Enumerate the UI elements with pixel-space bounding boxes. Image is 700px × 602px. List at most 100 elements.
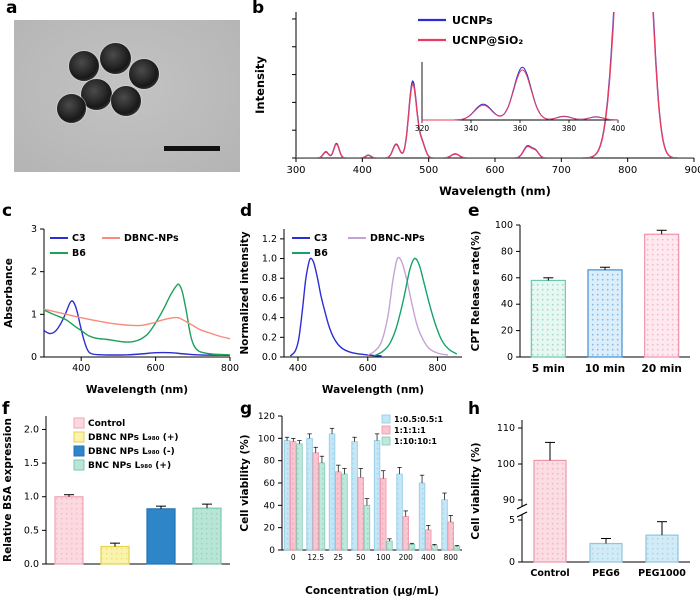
series-DBNC-NPs xyxy=(367,256,449,356)
legend-swatch xyxy=(73,417,85,429)
bar-20 min xyxy=(644,233,680,358)
chart-cpt-release: 0 20 40 60 80 100 CPT Release rate(%) 5 min 10 m… xyxy=(470,220,690,375)
bar xyxy=(402,516,409,551)
y-tick-label: 1.5 xyxy=(24,458,39,469)
panel-label-b: b xyxy=(252,0,265,18)
bar xyxy=(380,478,387,551)
y-tick-label: 40 xyxy=(501,299,513,310)
nanoparticle xyxy=(129,59,159,89)
x-tick-label: 600 xyxy=(147,363,165,374)
legend-swatch xyxy=(73,459,85,471)
inset-tick-label: 400 xyxy=(611,124,626,133)
legend-label: UCNP@SiO₂ xyxy=(452,34,523,47)
y-tick-label: 5 xyxy=(509,515,515,526)
bar xyxy=(341,473,348,551)
legend-label: UCNPs xyxy=(452,14,493,27)
legend-swatch xyxy=(381,425,391,435)
y-tick-label: 1.2 xyxy=(262,234,277,245)
category-label: PEG6 xyxy=(592,568,620,579)
y-tick-label: 0.6 xyxy=(262,293,277,304)
y-tick-label: 20 xyxy=(501,326,513,337)
bar xyxy=(328,433,336,551)
legend-swatch xyxy=(381,436,391,446)
bar-Control xyxy=(54,496,84,565)
legend-label: Control xyxy=(88,419,125,429)
chart-cell-viability-peg: 0 5 90 100 110 Cell viability (%) Control PEG6 P… xyxy=(470,420,690,579)
axis-break-mark xyxy=(516,511,528,518)
bar xyxy=(363,504,371,551)
panel-label-f: f xyxy=(2,399,10,419)
y-axis-title: Cell viability (%) xyxy=(239,434,251,531)
bar xyxy=(283,440,291,551)
y-tick-label: 100 xyxy=(495,220,513,231)
y-tick-label: 0 xyxy=(31,352,37,363)
x-tick-label: 800 xyxy=(221,363,239,374)
bar xyxy=(431,545,438,551)
legend-label: 1:1:1:1 xyxy=(394,426,426,435)
bar xyxy=(318,462,326,551)
inset-tick-label: 360 xyxy=(513,124,528,133)
nanoparticle xyxy=(80,78,112,110)
legend-label: B6 xyxy=(314,248,328,259)
category-label: 0 xyxy=(291,553,296,562)
category-label: 5 min xyxy=(532,363,565,375)
category-label: 200 xyxy=(399,553,414,562)
legend-label: DBNC-NPs xyxy=(124,233,179,244)
legend-label: B6 xyxy=(72,248,86,259)
panel-label-g: g xyxy=(240,399,253,419)
category-label: 25 xyxy=(333,553,343,562)
bar xyxy=(357,477,364,551)
legend-swatch xyxy=(381,414,391,424)
panel-label-a: a xyxy=(6,0,18,18)
legend-label: DBNC NPs L₉₈₀ (+) xyxy=(88,433,179,443)
x-axis-title: Wavelength (nm) xyxy=(322,384,424,396)
series-DBNC-NPs xyxy=(43,308,231,340)
tem-image xyxy=(14,20,240,172)
bar xyxy=(386,540,393,551)
y-tick-label: 100 xyxy=(258,434,275,444)
y-tick-label: 40 xyxy=(264,501,276,511)
panel-label-d: d xyxy=(240,201,253,221)
x-tick-label: 400 xyxy=(289,363,307,374)
x-tick-label: 500 xyxy=(419,165,438,176)
bar-DBNC NPs L₉₈₀ (-) xyxy=(146,508,176,565)
inset-series xyxy=(422,66,619,121)
legend-label: 1:0.5:0.5:1 xyxy=(394,415,444,424)
inset-series xyxy=(422,69,619,121)
scale-bar xyxy=(164,146,220,151)
bar-Control xyxy=(533,459,567,563)
y-tick-label: 0.4 xyxy=(262,313,277,324)
y-tick-label: 60 xyxy=(264,479,276,489)
inset-tick-label: 380 xyxy=(562,124,577,133)
inset-tick-label: 340 xyxy=(464,124,479,133)
panel-label-h: h xyxy=(468,399,481,419)
y-tick-label: 0 xyxy=(507,352,513,363)
y-axis-title: Relative BSA expression xyxy=(2,418,14,562)
category-label: Control xyxy=(530,568,569,579)
category-label: 100 xyxy=(376,553,391,562)
y-tick-label: 120 xyxy=(258,412,275,422)
x-tick-label: 800 xyxy=(428,363,446,374)
bar xyxy=(425,529,432,551)
y-tick-label: 2 xyxy=(31,267,37,278)
legend-swatch xyxy=(73,445,85,457)
x-axis-title: Concentration (μg/mL) xyxy=(305,585,439,597)
bar xyxy=(351,441,358,551)
bar xyxy=(408,544,416,551)
y-tick-label: 60 xyxy=(501,273,513,284)
category-label: 50 xyxy=(356,553,366,562)
bar-DBNC NPs L₉₈₀ (+) xyxy=(100,545,130,565)
y-tick-label: 20 xyxy=(264,524,276,534)
bar-PEG6 xyxy=(589,542,623,563)
x-tick-label: 600 xyxy=(359,363,377,374)
panel-label-e: e xyxy=(468,201,480,221)
x-axis-title: Wavelength (nm) xyxy=(86,384,188,396)
y-tick-label: 100 xyxy=(497,459,515,470)
bar xyxy=(306,437,313,551)
bar xyxy=(290,441,297,551)
x-tick-label: 700 xyxy=(552,165,571,176)
bar-PEG1000 xyxy=(645,534,679,563)
y-tick-label: 0.0 xyxy=(24,559,39,570)
category-label: 12.5 xyxy=(307,553,324,562)
